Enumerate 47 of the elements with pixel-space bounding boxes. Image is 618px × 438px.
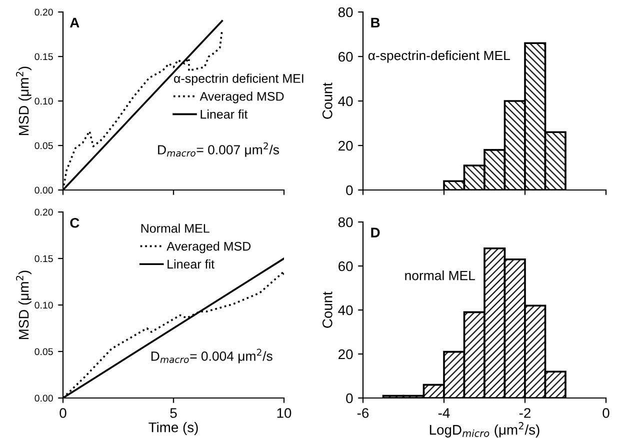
y-axis-title: MSD (μm$^{2}$) — [16, 270, 32, 339]
legend-label: Linear fit — [168, 259, 214, 269]
y-tick-label: 0.20 — [34, 8, 53, 16]
y-tick-label: 0.15 — [34, 255, 53, 262]
y-tick-label: 0.10 — [34, 98, 53, 105]
chart-title: C — [70, 218, 80, 228]
x-tick-label: -4 — [438, 408, 450, 418]
x-axis-title: LogD$_{micro}$ (μm$^{2}$/s) — [430, 422, 540, 438]
y-tick-label: 60 — [338, 52, 353, 62]
y-tick-label: 0.05 — [34, 348, 53, 356]
annotation: D$_{macro}$= 0.004 μm$^{2}$/s — [151, 348, 272, 364]
y-tick-label: 0.15 — [34, 53, 53, 60]
y-tick-label: 60 — [338, 261, 353, 272]
y-tick-label: 40 — [338, 305, 353, 316]
y-axis-title: MSD (μm$^{2}$) — [16, 66, 32, 135]
y-tick-label: 80 — [338, 217, 353, 228]
annotation: D$_{macro}$= 0.007 μm$^{2}$/s — [158, 142, 279, 157]
x-axis-title: Time (s) — [148, 422, 198, 435]
x-tick-label: 5 — [170, 408, 177, 418]
y-tick-label: 0.00 — [34, 394, 53, 402]
legend-label: Averaged MSD — [166, 242, 251, 254]
chart-title: D — [371, 228, 380, 238]
legend-label: Linear fit — [200, 110, 248, 119]
y-tick-label: 0 — [346, 393, 353, 404]
annotation: normal MEL — [405, 270, 475, 280]
legend-title: Normal MEL — [141, 224, 210, 233]
x-tick-label: 0 — [60, 408, 66, 418]
chart-title: A — [70, 18, 80, 28]
y-tick-label: 0.05 — [34, 142, 53, 150]
y-tick-label: 20 — [338, 140, 353, 151]
annotation: α-spectrin-deficient MEL — [368, 50, 510, 63]
legend-title: α-spectrin deficient MEI — [174, 74, 304, 86]
x-tick-label: 10 — [277, 408, 292, 418]
x-tick-label: -2 — [519, 408, 530, 418]
chart-title: B — [371, 18, 380, 28]
legend-label: Averaged MSD — [200, 92, 284, 104]
y-tick-label: 0.10 — [34, 302, 53, 309]
y-axis-title: Count — [322, 292, 332, 328]
y-tick-label: 0.20 — [34, 208, 53, 216]
y-tick-label: 20 — [338, 349, 353, 360]
y-axis-title: Count — [322, 82, 332, 119]
y-tick-label: 80 — [338, 7, 353, 18]
x-tick-label: 0 — [602, 408, 610, 418]
y-tick-label: 0 — [346, 185, 353, 196]
y-tick-label: 0.00 — [34, 186, 53, 194]
y-tick-label: 40 — [338, 96, 353, 106]
x-tick-label: -6 — [357, 408, 369, 418]
